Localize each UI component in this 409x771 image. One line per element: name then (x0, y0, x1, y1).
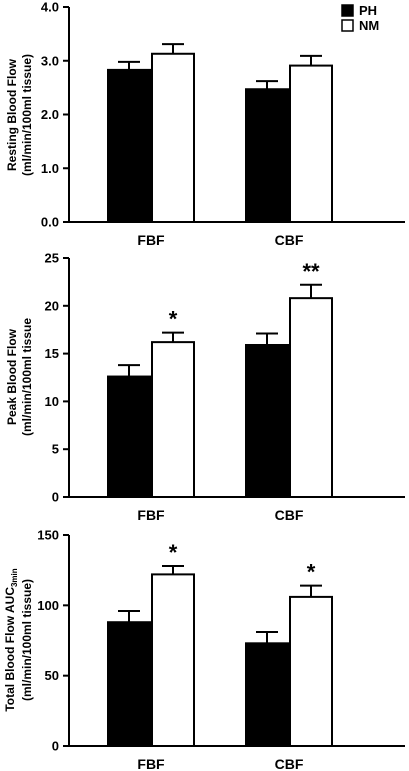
legend-swatch-nm (341, 19, 354, 32)
bar-nm-cbf (289, 64, 333, 224)
y-tick-label: 0 (52, 490, 59, 505)
y-tick-label: 5 (52, 442, 59, 457)
y-tick-label: 25 (45, 251, 59, 266)
y-tick-label: 20 (45, 298, 59, 313)
x-category-label: CBF (275, 232, 304, 248)
significance-marker: ** (302, 259, 320, 284)
y-tick-label: 100 (37, 598, 59, 613)
y-tick-label: 4.0 (41, 0, 59, 15)
y-axis-label-units: (ml/min/100ml tissue (20, 318, 34, 436)
x-category-label: FBF (137, 232, 165, 248)
y-tick-label: 2.0 (41, 107, 59, 122)
y-axis-label-subscript: 3min (10, 568, 19, 587)
y-axis-label-main: Peak Blood Flow (5, 328, 19, 425)
y-tick-label: 15 (45, 346, 59, 361)
y-axis-label: Resting Blood Flow (5, 58, 19, 171)
bar-ph-fbf (107, 375, 151, 499)
bar-ph-fbf (107, 68, 151, 223)
y-axis-label-main: Resting Blood Flow (5, 58, 19, 171)
y-tick-label: 1.0 (41, 161, 59, 176)
y-axis-label-main: Total Blood Flow AUC (3, 587, 17, 712)
chart-panel-3: 0 50 100 150 * FBF * CBF Total Blood Flow AUC3mi… (3, 528, 405, 771)
bar-ph-cbf (245, 343, 289, 498)
x-category-label: CBF (275, 756, 304, 771)
y-tick-label: 50 (45, 668, 59, 683)
y-tick-label: 0 (52, 739, 59, 754)
significance-marker: * (169, 540, 178, 565)
y-axis-label-units: (ml/min/100ml tissue) (20, 54, 34, 176)
y-axis-label: Total Blood Flow AUC3min (3, 568, 19, 711)
bar-ph-fbf (107, 621, 151, 747)
bar-nm-fbf (151, 341, 195, 498)
bar-ph-cbf (245, 88, 289, 223)
x-category-label: CBF (275, 507, 304, 523)
chart-panel-1: 0.0 1.0 2.0 3.0 4.0 FBF CBF Resting Blood Flow(… (5, 0, 405, 248)
bar-nm-fbf (151, 52, 195, 224)
y-axis-label: Peak Blood Flow (5, 328, 19, 425)
y-tick-label: 0.0 (41, 215, 59, 230)
legend-swatch-ph (341, 4, 354, 17)
y-axis-label-units: (ml/min/100ml tissue) (20, 579, 34, 701)
significance-marker: * (169, 307, 178, 332)
bar-ph-cbf (245, 642, 289, 748)
y-tick-label: 10 (45, 394, 59, 409)
significance-marker: * (307, 560, 316, 585)
y-tick-label: 3.0 (41, 53, 59, 68)
chart-panel-2: 0 5 10 15 20 25 * FBF ** CBF Peak Blood Flow (ml/mi… (5, 251, 405, 523)
legend-label-nm: NM (359, 18, 379, 33)
bar-nm-cbf (289, 297, 333, 499)
x-category-label: FBF (137, 756, 165, 771)
x-category-label: FBF (137, 507, 165, 523)
bar-nm-cbf (289, 595, 333, 747)
legend-label-ph: PH (359, 3, 377, 18)
bar-nm-fbf (151, 573, 195, 747)
y-tick-label: 150 (37, 528, 59, 543)
